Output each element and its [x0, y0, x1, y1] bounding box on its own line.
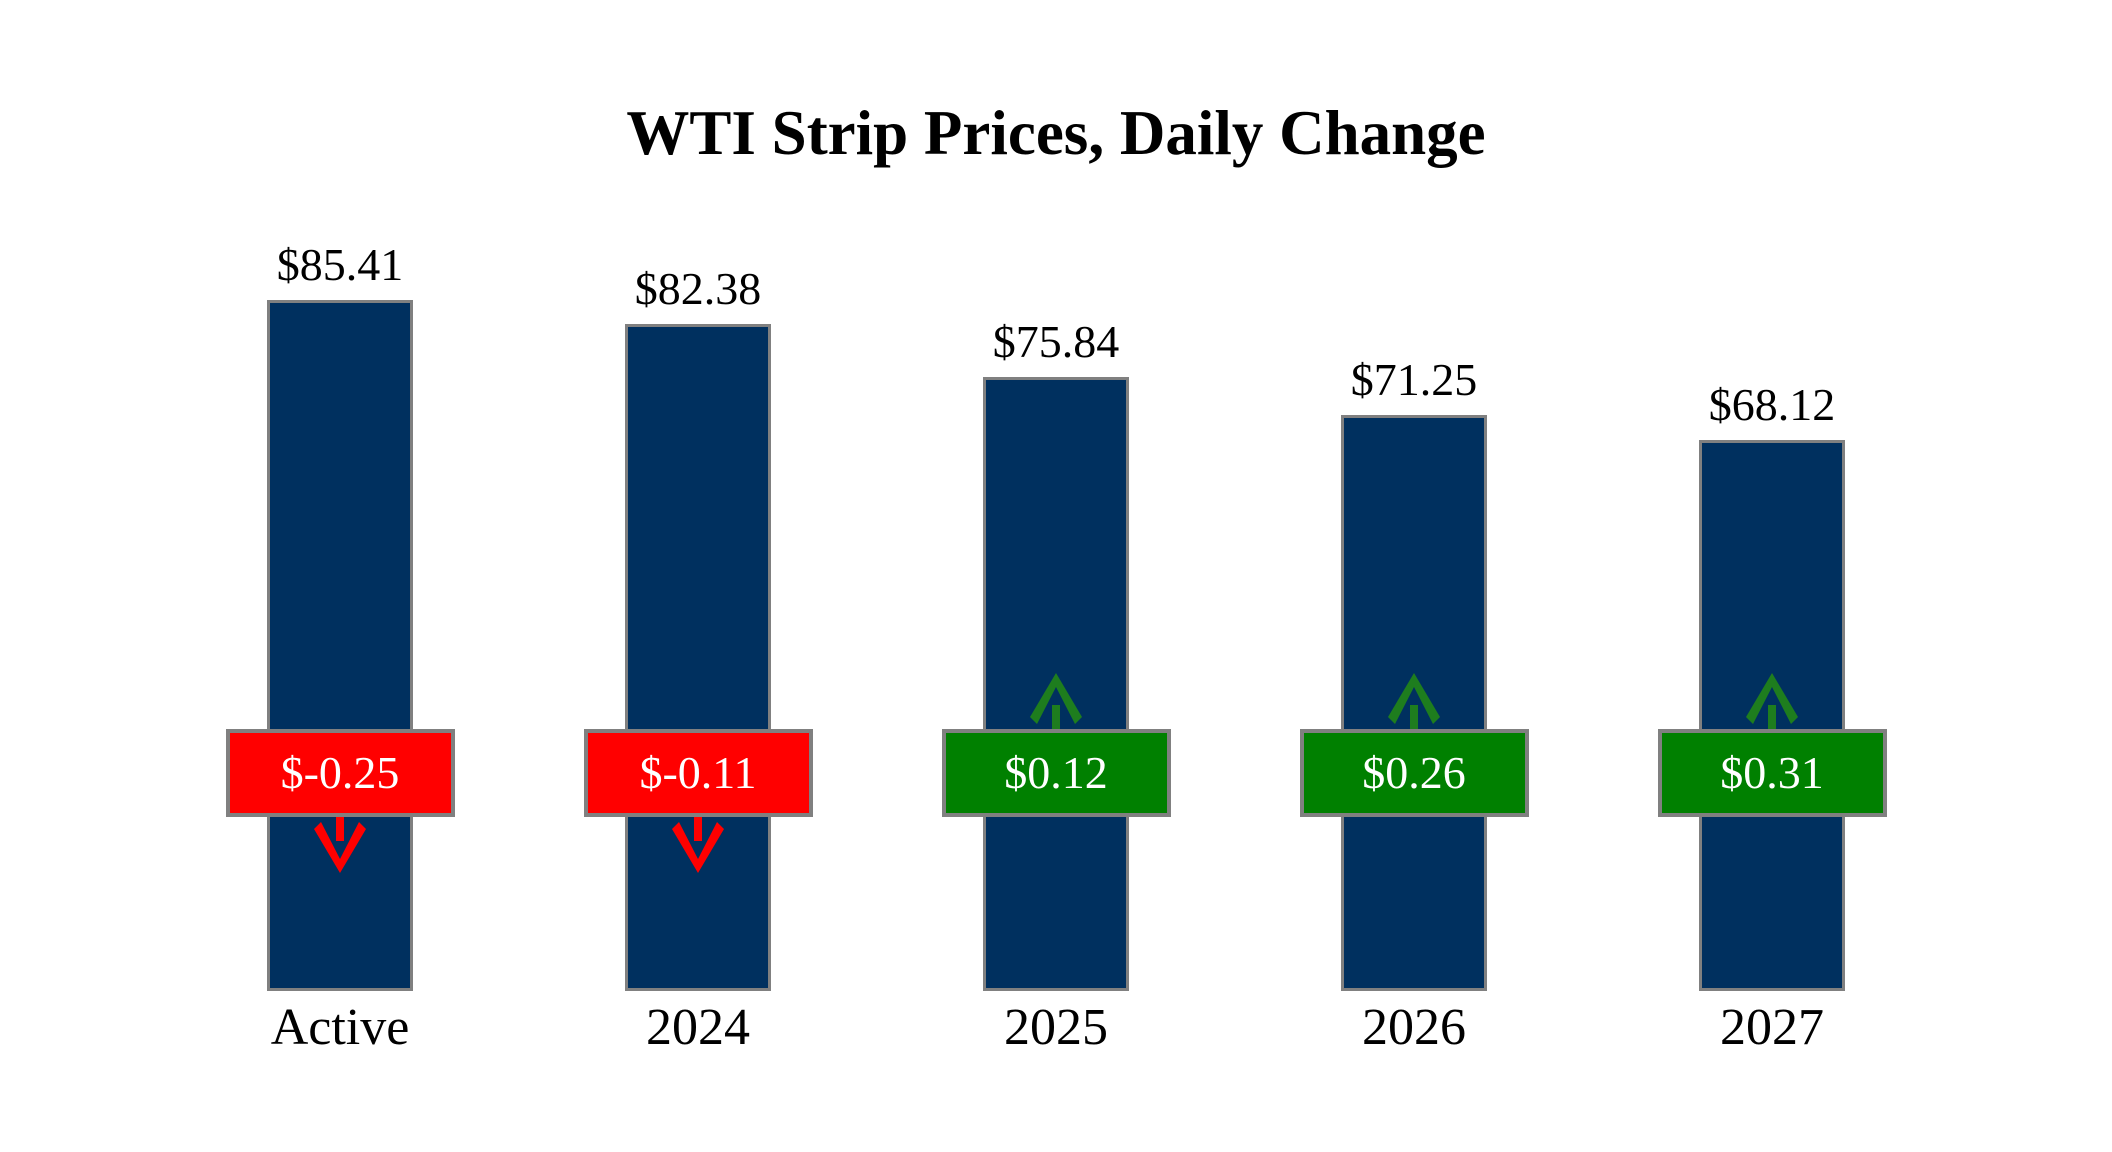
down-arrow-icon	[314, 815, 366, 873]
change-value-label: $0.31	[1720, 747, 1824, 798]
chart-title: WTI Strip Prices, Daily Change	[626, 98, 1486, 168]
up-arrow-icon	[1746, 673, 1798, 731]
change-box-positive: $0.31	[1657, 729, 1887, 817]
category-label: Active	[270, 999, 410, 1056]
price-bar	[625, 324, 771, 991]
bar-value-label: $71.25	[1350, 354, 1478, 405]
change-box-negative: $-0.25	[225, 729, 455, 817]
change-box-positive: $0.12	[941, 729, 1171, 817]
bar-value-label: $75.84	[992, 316, 1120, 367]
change-value-label: $-0.25	[280, 747, 400, 798]
category-label: 2024	[646, 999, 750, 1056]
change-box-negative: $-0.11	[583, 729, 813, 817]
price-bar	[267, 300, 413, 991]
up-arrow-icon	[1030, 673, 1082, 731]
down-arrow-icon	[672, 815, 724, 873]
bar-value-label: $68.12	[1708, 379, 1836, 430]
category-label: 2025	[1004, 999, 1108, 1056]
bar-value-label: $85.41	[276, 239, 404, 290]
change-value-label: $-0.11	[639, 747, 757, 798]
change-value-label: $0.26	[1362, 747, 1466, 798]
change-box-positive: $0.26	[1299, 729, 1529, 817]
category-label: 2026	[1362, 999, 1466, 1056]
category-label: 2027	[1720, 999, 1824, 1056]
price-bar	[1341, 415, 1487, 991]
change-value-label: $0.12	[1004, 747, 1108, 798]
bar-value-label: $82.38	[634, 263, 762, 314]
up-arrow-icon	[1388, 673, 1440, 731]
